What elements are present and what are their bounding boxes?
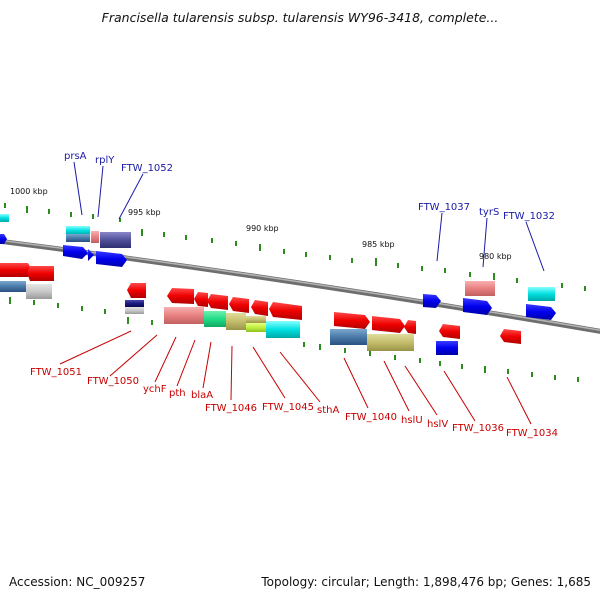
red-gene-arrow (27, 266, 54, 281)
red-gene-arrow (207, 294, 228, 310)
steel-gene-segment (0, 281, 26, 292)
accession-text: Accession: NC_009257 (9, 575, 145, 589)
scale-label: 980 kbp (479, 252, 512, 261)
blue-gene-arrow (88, 249, 94, 261)
red-gene-arrow (167, 288, 194, 304)
gene-label-FTW_1045: FTW_1045 (262, 402, 314, 413)
gene-FTW_1040 (330, 329, 367, 345)
gene-label-hslV: hslV (427, 419, 448, 430)
blue-gene-arrow (423, 294, 441, 308)
blue-gene-arrow (526, 304, 556, 320)
gene-ychF (164, 307, 204, 324)
red-gene-arrow (127, 283, 146, 298)
red-gene-arrow (0, 263, 32, 277)
gene-label-rplY: rplY (95, 155, 115, 166)
lower-tick-row (9, 297, 579, 382)
map-title: Francisella tularensis subsp. tularensis… (102, 10, 499, 25)
red-gene-arrow (372, 316, 405, 333)
gene-label-hslU: hslU (401, 415, 423, 426)
scale-label: 995 kbp (128, 208, 161, 217)
gene-sthA (266, 321, 300, 338)
red-gene-arrow (194, 292, 208, 307)
left-edge-genes (0, 214, 54, 299)
gene-label-FTW_1050: FTW_1050 (87, 376, 139, 387)
top-gene-labels: prsA rplY FTW_1052 FTW_1037 tyrS FTW_103… (64, 151, 555, 222)
gene-prsA (66, 226, 90, 235)
red-gene-arrow (404, 320, 416, 334)
red-gene-arrow (251, 300, 268, 316)
gene-label-pth: pth (169, 388, 186, 399)
blue-gene-arrow (463, 298, 492, 315)
gene-FTW_1045-lower (246, 323, 266, 332)
gene-label-tyrS: tyrS (479, 207, 499, 218)
gene-rplY (91, 231, 99, 243)
gene-hslU (367, 334, 414, 351)
blue-gene-arrow (96, 251, 127, 267)
gene-label-ychF: ychF (143, 384, 167, 395)
cyan-gene-segment (0, 214, 9, 222)
top-label-leaders (73, 161, 545, 272)
gene-cluster-right (423, 281, 556, 355)
blue-gene-arrow (63, 245, 88, 259)
gene-label-FTW_1032: FTW_1032 (503, 211, 555, 222)
upper-tick-row (4, 203, 586, 291)
gene-label-prsA: prsA (64, 151, 87, 162)
bottom-label-leaders (59, 330, 532, 425)
gene-FTW_1045 (246, 316, 266, 323)
gene-label-FTW_1051: FTW_1051 (30, 367, 82, 378)
scale-label: 990 kbp (246, 224, 279, 233)
gene-prsA-lower (66, 234, 90, 242)
scale-label: 985 kbp (362, 240, 395, 249)
scale-label: 1000 kbp (10, 187, 48, 196)
red-gene-arrow (229, 297, 249, 313)
gene-cluster-upper-left (63, 226, 131, 267)
gene-FTW_1046 (226, 313, 246, 330)
gray-gene-segment (125, 307, 144, 314)
red-gene-arrow (269, 302, 302, 320)
red-gene-arrow (500, 329, 521, 344)
gene-cluster-right-center (330, 312, 416, 351)
gene-label-FTW_1046: FTW_1046 (205, 403, 257, 414)
gene-label-FTW_1040: FTW_1040 (345, 412, 397, 423)
gene-label-FTW_1034: FTW_1034 (506, 428, 558, 439)
gene-label-blaA: blaA (191, 390, 213, 401)
red-gene-arrow (439, 324, 460, 339)
bottom-gene-labels: FTW_1051 FTW_1050 ychF pth blaA FTW_1046… (30, 367, 558, 439)
navy-gene-segment (125, 300, 144, 307)
gene-FTW_1032 (528, 287, 555, 301)
gene-tyrS (465, 281, 495, 296)
topology-summary-text: Topology: circular; Length: 1,898,476 bp… (260, 575, 591, 589)
gene-FTW_1052 (100, 232, 131, 248)
gene-hslV (436, 341, 458, 355)
scale-labels: 1000 kbp 995 kbp 990 kbp 985 kbp 980 kbp (10, 187, 512, 261)
blue-gene-arrow (0, 234, 7, 244)
gene-cluster-central (125, 283, 302, 338)
gene-label-FTW_1036: FTW_1036 (452, 423, 504, 434)
red-gene-arrow (334, 312, 370, 329)
gene-label-FTW_1052: FTW_1052 (121, 163, 173, 174)
gray-gene-segment (26, 284, 52, 299)
gene-label-FTW_1037: FTW_1037 (418, 202, 470, 213)
gene-label-sthA: sthA (317, 405, 339, 416)
gene-blaA (204, 311, 226, 327)
